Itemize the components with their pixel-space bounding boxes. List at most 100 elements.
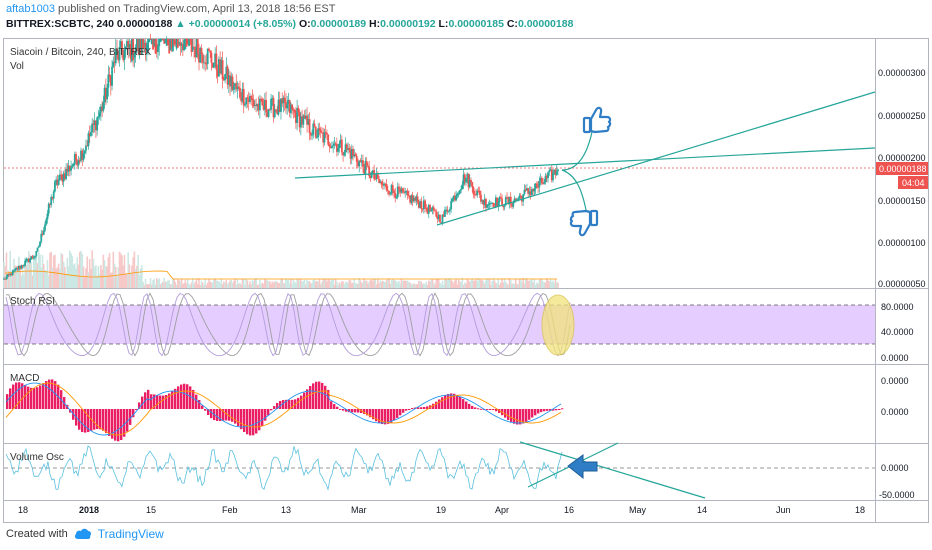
- candle-body: [281, 98, 284, 104]
- macd-bar: [153, 394, 156, 409]
- macd-bar: [54, 381, 57, 409]
- volume-bar: [490, 284, 492, 288]
- volume-bar: [553, 282, 556, 288]
- y-tick: 0.0000: [881, 353, 909, 363]
- volume-bar: [148, 284, 151, 288]
- support-trendline[interactable]: [436, 91, 876, 226]
- candle-body: [262, 105, 265, 110]
- x-tick: Feb: [222, 505, 238, 515]
- y-tick: 0.0000: [881, 376, 909, 386]
- candle-body: [358, 160, 361, 167]
- volume-bar: [16, 271, 19, 288]
- volume-bar: [327, 278, 329, 288]
- candle-body: [176, 39, 179, 48]
- macd-bar: [198, 400, 201, 409]
- candle-body: [266, 112, 269, 117]
- volume-bar: [374, 279, 377, 288]
- candle-body: [554, 169, 557, 175]
- volume-bar: [409, 282, 411, 288]
- macd-bar: [384, 409, 387, 425]
- candle-body: [109, 76, 112, 86]
- macd-histogram: [6, 379, 564, 442]
- candle-body: [342, 152, 344, 156]
- candle-body: [327, 134, 330, 145]
- volume-bar: [527, 280, 529, 288]
- candle-body: [470, 180, 472, 183]
- volume-bar: [165, 281, 168, 288]
- volume-bar: [275, 280, 277, 288]
- volume-bar: [244, 284, 246, 288]
- close-value: 0.00000188: [517, 18, 574, 30]
- open-value: 0.00000189: [310, 18, 367, 30]
- volume-bar: [172, 278, 174, 288]
- volume-bar: [272, 282, 275, 288]
- candle-body: [555, 171, 558, 175]
- candle-body: [333, 143, 336, 146]
- candle-body: [180, 43, 183, 46]
- candle-body: [72, 163, 75, 166]
- volume-bar: [493, 280, 496, 288]
- macd-bar: [222, 409, 225, 421]
- candle-body: [80, 150, 82, 161]
- volume-bar: [164, 281, 167, 288]
- candle-body: [194, 47, 197, 58]
- volume-bar: [331, 279, 333, 288]
- candle-body: [152, 39, 154, 50]
- macd-bar: [498, 409, 501, 413]
- macd-bar: [447, 393, 450, 409]
- candle-body: [512, 202, 515, 207]
- candle-body: [227, 75, 230, 85]
- candle-body: [471, 182, 474, 188]
- candle-body: [496, 197, 499, 207]
- macd-bar: [372, 409, 375, 420]
- candle-body: [504, 197, 507, 206]
- candle-body: [345, 144, 348, 150]
- volume-bar: [486, 278, 488, 288]
- candle-body: [58, 174, 61, 181]
- candle-body: [323, 132, 326, 143]
- candle-body: [437, 214, 440, 219]
- volume-bar: [224, 282, 226, 288]
- candle-body: [339, 139, 342, 144]
- candle-body: [301, 116, 303, 125]
- candle-body: [518, 195, 521, 199]
- volume-bar: [430, 279, 433, 288]
- candle-body: [406, 190, 409, 196]
- candle-body: [355, 155, 358, 162]
- macd-bar: [459, 396, 462, 409]
- volume-bar: [239, 282, 241, 288]
- volume-bar: [552, 280, 554, 288]
- volume-bar: [45, 270, 48, 288]
- volume-bar: [146, 284, 148, 288]
- candle-body: [136, 39, 138, 49]
- candle-body: [549, 169, 552, 171]
- tradingview-link[interactable]: TradingView: [97, 527, 164, 541]
- candle-body: [548, 170, 551, 173]
- candle-body: [395, 196, 398, 198]
- volume-bar: [471, 278, 474, 288]
- resistance-trendline[interactable]: [294, 147, 876, 179]
- volume-bar: [116, 275, 118, 288]
- candle-body: [534, 183, 537, 189]
- candle-body: [47, 203, 50, 214]
- macd-bar: [81, 409, 84, 432]
- candle-body: [128, 44, 131, 48]
- candle-body: [205, 63, 208, 65]
- macd-bar: [258, 409, 261, 431]
- macd-bar: [216, 409, 219, 421]
- volume-bar: [93, 266, 96, 288]
- volume-bar: [427, 280, 430, 288]
- candle-body: [389, 193, 392, 195]
- candle-body: [511, 204, 513, 207]
- volume-bar: [91, 250, 93, 288]
- macd-bar: [339, 408, 342, 410]
- volume-bar: [214, 278, 216, 288]
- volume-bar: [481, 280, 483, 288]
- candle-body: [547, 172, 549, 179]
- macd-bar: [555, 409, 558, 411]
- candle-body: [526, 188, 528, 191]
- volume-bar: [441, 280, 444, 288]
- candle-body: [158, 39, 161, 47]
- author-link[interactable]: aftab1003: [6, 3, 55, 15]
- vosc-trendline-down[interactable]: [519, 441, 706, 499]
